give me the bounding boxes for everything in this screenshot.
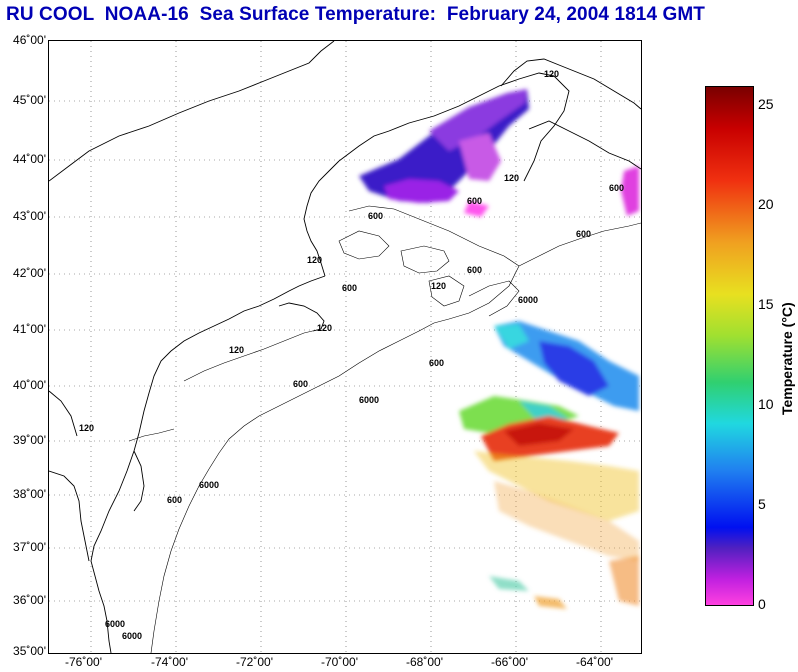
lon-label-70: -70˚00' [321,655,358,669]
colorbar-label: Temperature (°C) [779,302,795,415]
bathy-label: 6000 [199,480,219,490]
bathy-label: 120 [229,345,244,355]
bathy-label: 6000 [122,631,142,641]
bathy-label: 120 [307,255,322,265]
colorbar-tick: 10 [758,396,774,412]
coastline [49,41,641,653]
sst-data [359,89,639,609]
lat-label-36: 36˚00' [13,593,46,607]
bathy-label: 120 [317,323,332,333]
temperature-colorbar [705,86,754,606]
bathy-label: 6000 [518,295,538,305]
bathymetry-labels: 120 120 120 120 120 120 120 600 600 600 … [79,69,624,641]
lat-label-41: 41˚00' [13,322,46,336]
map-title: RU COOL NOAA-16 Sea Surface Temperature:… [6,4,705,25]
lat-label-39: 39˚00' [13,433,46,447]
bathy-label: 600 [293,379,308,389]
colorbar-tick: 15 [758,296,774,312]
lon-label-66: -66˚00' [491,655,528,669]
bathy-label: 600 [167,495,182,505]
bathy-label: 600 [467,196,482,206]
bathy-label: 600 [467,265,482,275]
lon-label-72: -72˚00' [236,655,273,669]
map-canvas: 120 120 120 120 120 120 120 600 600 600 … [49,41,641,653]
colorbar-tick: 5 [758,496,766,512]
lat-label-44: 44˚00' [13,152,46,166]
bathy-label: 6000 [359,395,379,405]
lat-label-45: 45˚00' [13,93,46,107]
bathy-label: 600 [342,283,357,293]
lat-label-46: 46˚00' [13,33,46,47]
bathy-label: 600 [429,358,444,368]
bathy-label: 120 [431,281,446,291]
bathy-label: 120 [79,423,94,433]
lat-label-43: 43˚00' [13,209,46,223]
bathymetry [128,205,641,653]
colorbar-gradient [706,87,753,605]
lat-label-35: 35˚00' [13,644,46,658]
bathy-label: 600 [368,211,383,221]
lon-label-76: -76˚00' [65,655,102,669]
bathy-label: 120 [544,69,559,79]
bathy-label: 600 [609,183,624,193]
sst-map: 120 120 120 120 120 120 120 600 600 600 … [48,40,642,654]
bathy-label: 120 [504,173,519,183]
lat-label-38: 38˚00' [13,487,46,501]
lon-label-68: -68˚00' [406,655,443,669]
lon-label-74: -74˚00' [151,655,188,669]
lon-label-64: -64˚00' [576,655,613,669]
lat-label-37: 37˚00' [13,540,46,554]
graticule [49,41,641,653]
bathy-label: 6000 [105,619,125,629]
bathy-label: 600 [576,229,591,239]
colorbar-tick: 0 [758,596,766,612]
colorbar-tick: 25 [758,96,774,112]
colorbar-tick: 20 [758,196,774,212]
lat-label-42: 42˚00' [13,266,46,280]
lat-label-40: 40˚00' [13,378,46,392]
